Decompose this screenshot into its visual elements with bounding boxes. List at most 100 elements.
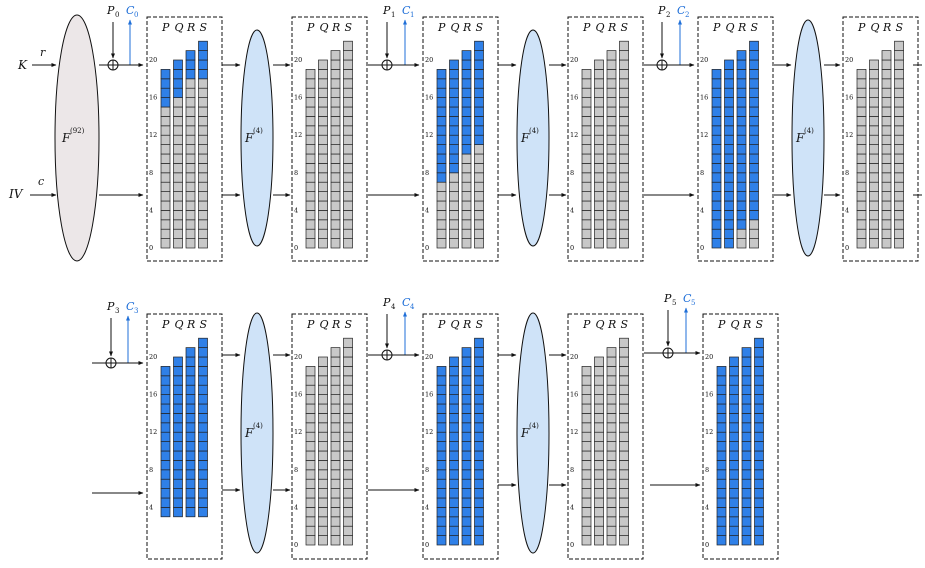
cell-gray [343,337,353,348]
cell-blue [749,153,759,164]
cell-blue [449,450,459,461]
cell-blue [436,375,447,386]
cell-blue [449,507,459,518]
cell-blue [436,172,447,183]
cell-gray [318,413,328,424]
y-tick-label: 16 [425,391,433,399]
cell-gray [856,116,867,127]
cell-gray [856,153,867,164]
cell-gray [594,87,604,98]
cell-blue [461,516,472,527]
cell-blue [173,59,183,70]
cell-gray [330,181,341,192]
cell-gray [318,69,328,80]
cell-gray [881,200,892,211]
cell-gray [305,181,316,192]
cell-gray [581,375,592,386]
cell-blue [198,366,208,377]
cell-blue [198,403,208,414]
cell-gray [461,228,472,239]
cell-blue [461,460,472,471]
cell-gray [619,507,629,518]
cell-gray [474,172,484,183]
state-box: P Q R S 0 4 8 12 16 20 [567,313,644,560]
cell-gray [318,469,328,480]
cell-gray [185,134,196,145]
cell-gray [318,181,328,192]
cell-blue [160,403,171,414]
cell-blue [198,422,208,433]
cell-blue [436,422,447,433]
cell-gray [594,200,604,211]
column-header: Q [596,318,605,331]
cell-gray [343,366,353,377]
cell-gray [594,413,604,424]
ciphertext-label: C [683,292,692,305]
cell-gray [594,460,604,471]
cell-blue [749,87,759,98]
y-tick-label: 0 [700,244,704,252]
y-tick-label: 12 [149,131,157,139]
cell-blue [173,431,183,442]
cell-blue [461,125,472,136]
cell-blue [754,450,764,461]
cell-blue [749,200,759,211]
cell-gray [619,384,629,395]
state-border [291,16,368,262]
cell-blue [729,488,739,499]
cell-gray [856,125,867,136]
cell-gray [343,163,353,174]
round-f-sup: (4) [253,127,263,135]
cell-gray [619,356,629,367]
cell-gray [619,488,629,499]
cell-gray [856,134,867,145]
cell-gray [198,219,208,230]
cell-blue [736,172,747,183]
state-box: P Q R S 0 4 8 12 16 20 [146,16,223,262]
cell-gray [619,403,629,414]
cell-gray [581,144,592,155]
cell-blue [716,366,727,377]
y-tick-label: 8 [570,169,574,177]
cell-gray [173,125,183,136]
cell-blue [173,403,183,414]
cell-gray [173,172,183,183]
cell-blue [716,525,727,536]
cell-blue [436,507,447,518]
cell-gray [343,78,353,89]
cell-blue [185,507,196,518]
column-header: R [462,318,471,331]
cell-gray [619,144,629,155]
cell-gray [318,153,328,164]
y-tick-label: 16 [149,94,157,102]
ciphertext-sub: 4 [410,303,415,311]
cell-gray [160,191,171,202]
cell-blue [449,144,459,155]
cell-blue [741,403,752,414]
cell-gray [869,181,879,192]
cell-blue [724,191,734,202]
cell-blue [436,497,447,508]
cell-blue [724,238,734,249]
cell-gray [173,163,183,174]
cell-gray [881,50,892,61]
cell-blue [474,403,484,414]
cell-blue [198,469,208,480]
y-tick-label: 8 [570,466,574,474]
round-f-label: F [520,426,530,440]
cell-blue [474,69,484,80]
cell-gray [305,97,316,108]
cell-blue [736,78,747,89]
y-tick-label: 0 [149,244,153,252]
cell-blue [160,431,171,442]
cell-gray [343,422,353,433]
y-tick-label: 8 [149,466,153,474]
y-tick-label: 20 [149,353,157,361]
cell-gray [330,469,341,480]
cell-gray [474,153,484,164]
cell-blue [736,69,747,80]
cell-gray [749,219,759,230]
round-f-sup: (4) [804,127,814,135]
y-tick-label: 12 [425,131,433,139]
